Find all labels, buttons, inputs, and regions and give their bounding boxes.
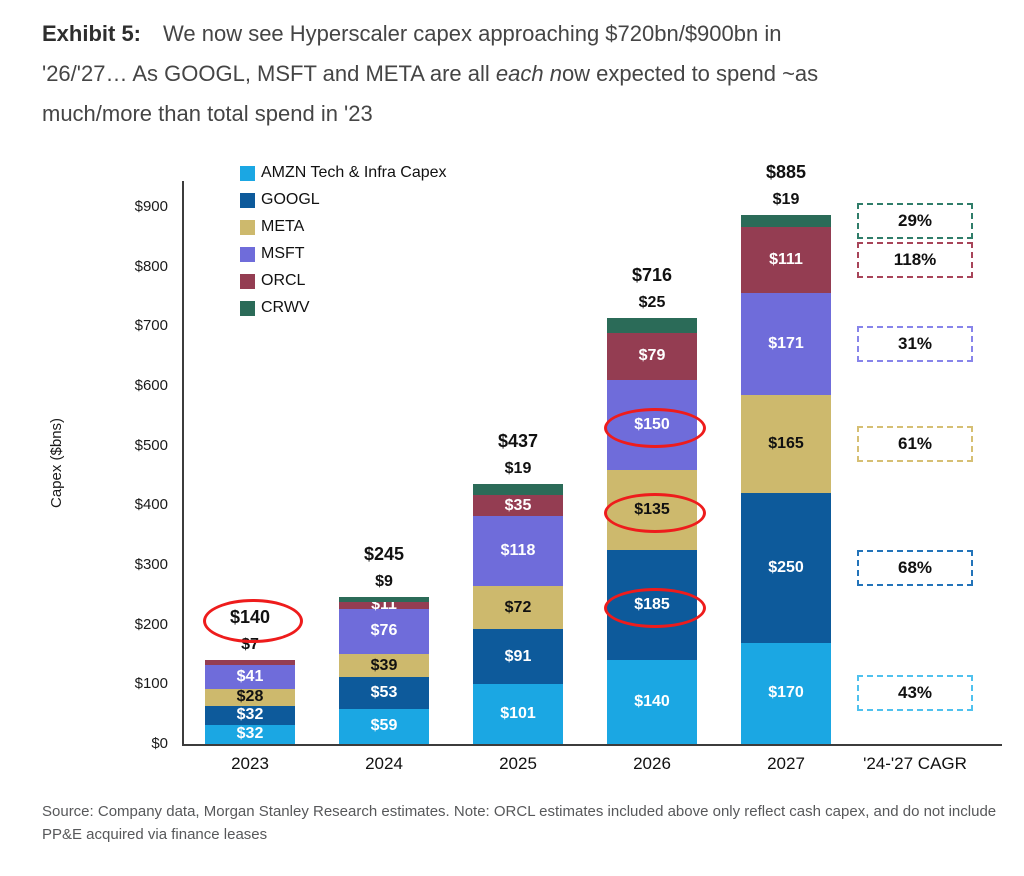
x-axis-label-2026: 2026 bbox=[633, 754, 671, 773]
cagr-box-msft: 31% bbox=[857, 325, 973, 362]
msft-bar-segment-2026 bbox=[607, 380, 697, 470]
legend-label: ORCL bbox=[261, 272, 306, 289]
meta-legend-swatch-icon bbox=[240, 219, 255, 235]
title-text: each n bbox=[495, 61, 562, 86]
amzn-bar-segment-2023 bbox=[205, 724, 295, 744]
meta-bar-segment-2026 bbox=[607, 469, 697, 551]
cagr-box-crwv: 29% bbox=[857, 202, 973, 239]
msft-legend-swatch-icon bbox=[240, 246, 255, 262]
orcl-bar-segment-2026 bbox=[607, 332, 697, 380]
cagr-box-amzn: 43% bbox=[857, 675, 973, 712]
legend-label: MSFT bbox=[261, 245, 305, 262]
amzn-bar-segment-2027 bbox=[741, 642, 831, 744]
y-tick-label: $700 bbox=[134, 317, 168, 335]
legend-item-msft: MSFT bbox=[240, 243, 305, 265]
orcl-bar-segment-2025 bbox=[473, 495, 563, 517]
orcl-legend-swatch-icon bbox=[240, 273, 255, 289]
legend-item-amzn: AMZN Tech & Infra Capex bbox=[240, 162, 447, 184]
meta-bar-segment-2024 bbox=[339, 653, 429, 678]
x-axis-label-cagr: '24-'27 CAGR bbox=[863, 754, 967, 773]
legend-label: AMZN Tech & Infra Capex bbox=[261, 164, 447, 181]
meta-bar-segment-2023 bbox=[205, 689, 295, 706]
outside-value-label-2027: $19 bbox=[772, 191, 800, 209]
legend-item-orcl: ORCL bbox=[240, 270, 305, 292]
exhibit-title: Exhibit 5: We now see Hyperscaler capex a… bbox=[42, 14, 992, 134]
googl-bar-segment-2024 bbox=[339, 677, 429, 709]
title-text: ow expected to spend ~as bbox=[561, 61, 819, 86]
y-axis-line bbox=[182, 181, 184, 744]
meta-bar-segment-2027 bbox=[741, 394, 831, 494]
googl-bar-segment-2026 bbox=[607, 550, 697, 661]
x-axis-label-2024: 2024 bbox=[365, 754, 403, 773]
y-tick-label: $400 bbox=[134, 496, 168, 514]
googl-bar-segment-2023 bbox=[205, 705, 295, 725]
cagr-box-meta: 61% bbox=[857, 426, 973, 463]
total-label-2024: $245 bbox=[363, 543, 405, 564]
total-label-2025: $437 bbox=[497, 430, 539, 451]
y-tick-label: $500 bbox=[134, 436, 168, 454]
outside-value-label-2023: $7 bbox=[241, 636, 259, 654]
orcl-bar-segment-2027 bbox=[741, 226, 831, 293]
orcl-bar-segment-2023 bbox=[205, 660, 295, 665]
title-text: much/more than total spend in '23 bbox=[42, 101, 373, 126]
cagr-box-googl: 68% bbox=[857, 549, 973, 586]
outside-value-label-2025: $19 bbox=[504, 459, 532, 477]
x-axis-label-2025: 2025 bbox=[499, 754, 537, 773]
amzn-bar-segment-2024 bbox=[339, 708, 429, 744]
googl-bar-segment-2027 bbox=[741, 493, 831, 643]
x-axis-label-2023: 2023 bbox=[231, 754, 269, 773]
amzn-bar-segment-2026 bbox=[607, 660, 697, 744]
y-tick-label: $900 bbox=[134, 197, 168, 215]
crwv-legend-swatch-icon bbox=[240, 300, 255, 316]
crwv-bar-segment-2024 bbox=[339, 596, 429, 602]
title-text: Exhibit 5: bbox=[42, 21, 142, 46]
y-tick-label: $200 bbox=[134, 615, 168, 633]
title-line: '26/'27… As GOOGL, MSFT and META are all… bbox=[42, 54, 992, 94]
legend-item-crwv: CRWV bbox=[240, 297, 310, 319]
msft-bar-segment-2027 bbox=[741, 292, 831, 395]
msft-bar-segment-2023 bbox=[205, 664, 295, 690]
amzn-bar-segment-2025 bbox=[473, 683, 563, 744]
msft-bar-segment-2025 bbox=[473, 516, 563, 587]
amzn-legend-swatch-icon bbox=[240, 165, 255, 181]
msft-bar-segment-2024 bbox=[339, 608, 429, 654]
title-text: We now see Hyperscaler capex approaching… bbox=[163, 21, 782, 46]
y-tick-label: $800 bbox=[134, 257, 168, 275]
cagr-box-orcl: 118% bbox=[857, 241, 973, 278]
total-label-2026: $716 bbox=[631, 264, 673, 285]
y-axis-label: Capex ($bns) bbox=[48, 417, 65, 508]
x-axis-label-2027: 2027 bbox=[767, 754, 805, 773]
meta-bar-segment-2025 bbox=[473, 586, 563, 630]
crwv-bar-segment-2026 bbox=[607, 317, 697, 333]
total-label-2027: $885 bbox=[765, 162, 807, 183]
googl-legend-swatch-icon bbox=[240, 192, 255, 208]
title-text: '26/'27… As GOOGL, MSFT and META are all bbox=[42, 61, 496, 86]
legend-item-googl: GOOGL bbox=[240, 189, 320, 211]
title-line: Exhibit 5: We now see Hyperscaler capex a… bbox=[42, 14, 992, 54]
orcl-bar-segment-2024 bbox=[339, 601, 429, 609]
legend-label: GOOGL bbox=[261, 191, 320, 208]
title-line: much/more than total spend in '23 bbox=[42, 94, 992, 134]
crwv-bar-segment-2027 bbox=[741, 215, 831, 227]
source-note: Source: Company data, Morgan Stanley Res… bbox=[42, 803, 997, 843]
y-tick-label: $300 bbox=[134, 555, 168, 573]
crwv-bar-segment-2025 bbox=[473, 483, 563, 496]
x-axis-line bbox=[182, 744, 1002, 746]
outside-value-label-2026: $25 bbox=[638, 293, 666, 311]
y-tick-label: $600 bbox=[134, 376, 168, 394]
total-label-2023: $140 bbox=[229, 607, 271, 628]
legend-label: CRWV bbox=[261, 299, 310, 316]
y-tick-label: $100 bbox=[134, 675, 168, 693]
googl-bar-segment-2025 bbox=[473, 629, 563, 684]
legend-item-meta: META bbox=[240, 216, 304, 238]
y-tick-label: $0 bbox=[151, 735, 168, 752]
outside-value-label-2024: $9 bbox=[375, 572, 393, 590]
legend-label: META bbox=[261, 218, 305, 235]
